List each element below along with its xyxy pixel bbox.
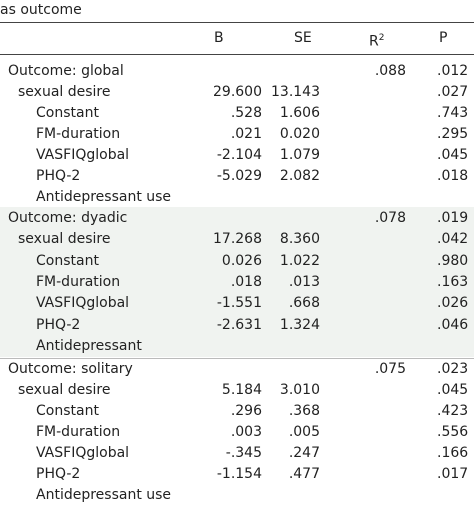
row-label: Antidepressant (36, 338, 142, 355)
row-label: VASFIQglobal (36, 445, 130, 462)
cell: 29.600 (213, 83, 262, 100)
cell: -1.154 (216, 466, 262, 483)
row-label: FM-duration (36, 274, 121, 290)
group-band (0, 207, 474, 357)
row-label: Constant (36, 104, 99, 121)
cell: .247 (288, 445, 320, 462)
cell: 3.010 (279, 381, 320, 398)
cell: -2.104 (216, 146, 262, 163)
cell: .423 (437, 402, 469, 419)
cell: -5.029 (216, 167, 262, 184)
cell: .163 (437, 274, 469, 290)
header-se: SE (294, 30, 312, 46)
cell: .668 (288, 295, 320, 312)
cell: 0.020 (279, 125, 320, 142)
header-r2-base: R (369, 33, 379, 50)
cell: 17.268 (213, 231, 262, 248)
header-p: P (439, 30, 448, 46)
row-label: sexual desire (18, 231, 111, 248)
row-label: Constant (36, 252, 99, 269)
header-b: B (214, 30, 224, 46)
row-label: PHQ-2 (36, 466, 81, 483)
cell: .023 (437, 360, 469, 377)
cell: 13.143 (271, 83, 320, 100)
rule (0, 22, 474, 23)
cell: .075 (374, 360, 406, 377)
cell: -2.631 (216, 316, 262, 333)
header-r2-sup: 2 (378, 33, 385, 43)
cell: 5.184 (221, 381, 262, 398)
cell: .556 (437, 424, 469, 440)
cell: .528 (230, 104, 262, 121)
cell: .045 (437, 381, 469, 398)
caption: as outcome (0, 2, 82, 18)
cell: .027 (437, 83, 469, 100)
row-label: Constant (36, 402, 99, 419)
cell: .021 (230, 125, 262, 142)
cell: .046 (437, 316, 469, 333)
cell: .368 (288, 402, 320, 419)
cell: .078 (374, 209, 406, 226)
row-label: VASFIQglobal (36, 295, 130, 312)
cell: .477 (288, 466, 320, 483)
cell: .045 (437, 146, 469, 163)
cell: 1.324 (279, 316, 320, 333)
row-label: PHQ-2 (36, 316, 81, 333)
cell: .018 (437, 167, 469, 184)
cell: .743 (437, 104, 469, 121)
cell: 0.026 (221, 252, 262, 269)
cell: .980 (437, 252, 469, 269)
cell: .012 (437, 62, 469, 79)
cell: .019 (437, 209, 469, 226)
cell: .026 (437, 295, 469, 312)
row-label: Outcome: dyadic (8, 209, 128, 226)
cell: .042 (437, 231, 469, 248)
cell: .005 (288, 424, 320, 440)
cell: .295 (437, 125, 469, 142)
row-label: sexual desire (18, 381, 111, 398)
cell: .088 (374, 62, 406, 79)
row-label: Antidepressant use (36, 188, 172, 205)
row-label: Outcome: solitary (8, 360, 133, 377)
cell: -1.551 (216, 295, 262, 312)
row-label: Outcome: global (8, 62, 124, 79)
group-rule (0, 358, 474, 359)
cell: 1.079 (279, 146, 320, 163)
cell: .296 (230, 402, 262, 419)
rule (0, 54, 474, 55)
cell: .018 (230, 274, 262, 290)
cell: 1.606 (279, 104, 320, 121)
cell: 1.022 (279, 252, 320, 269)
row-label: Antidepressant use (36, 487, 172, 504)
header-r2: R2 (369, 28, 384, 52)
cell: 2.082 (279, 167, 320, 184)
row-label: VASFIQglobal (36, 146, 130, 163)
row-label: sexual desire (18, 83, 111, 100)
cell: .013 (288, 274, 320, 290)
cell: -.345 (225, 445, 262, 462)
cell: 8.360 (279, 231, 320, 248)
row-label: FM-duration (36, 125, 121, 142)
row-label: PHQ-2 (36, 167, 81, 184)
cell: .017 (437, 466, 469, 483)
cell: .003 (230, 424, 262, 440)
cell: .166 (437, 445, 469, 462)
row-label: FM-duration (36, 424, 121, 440)
